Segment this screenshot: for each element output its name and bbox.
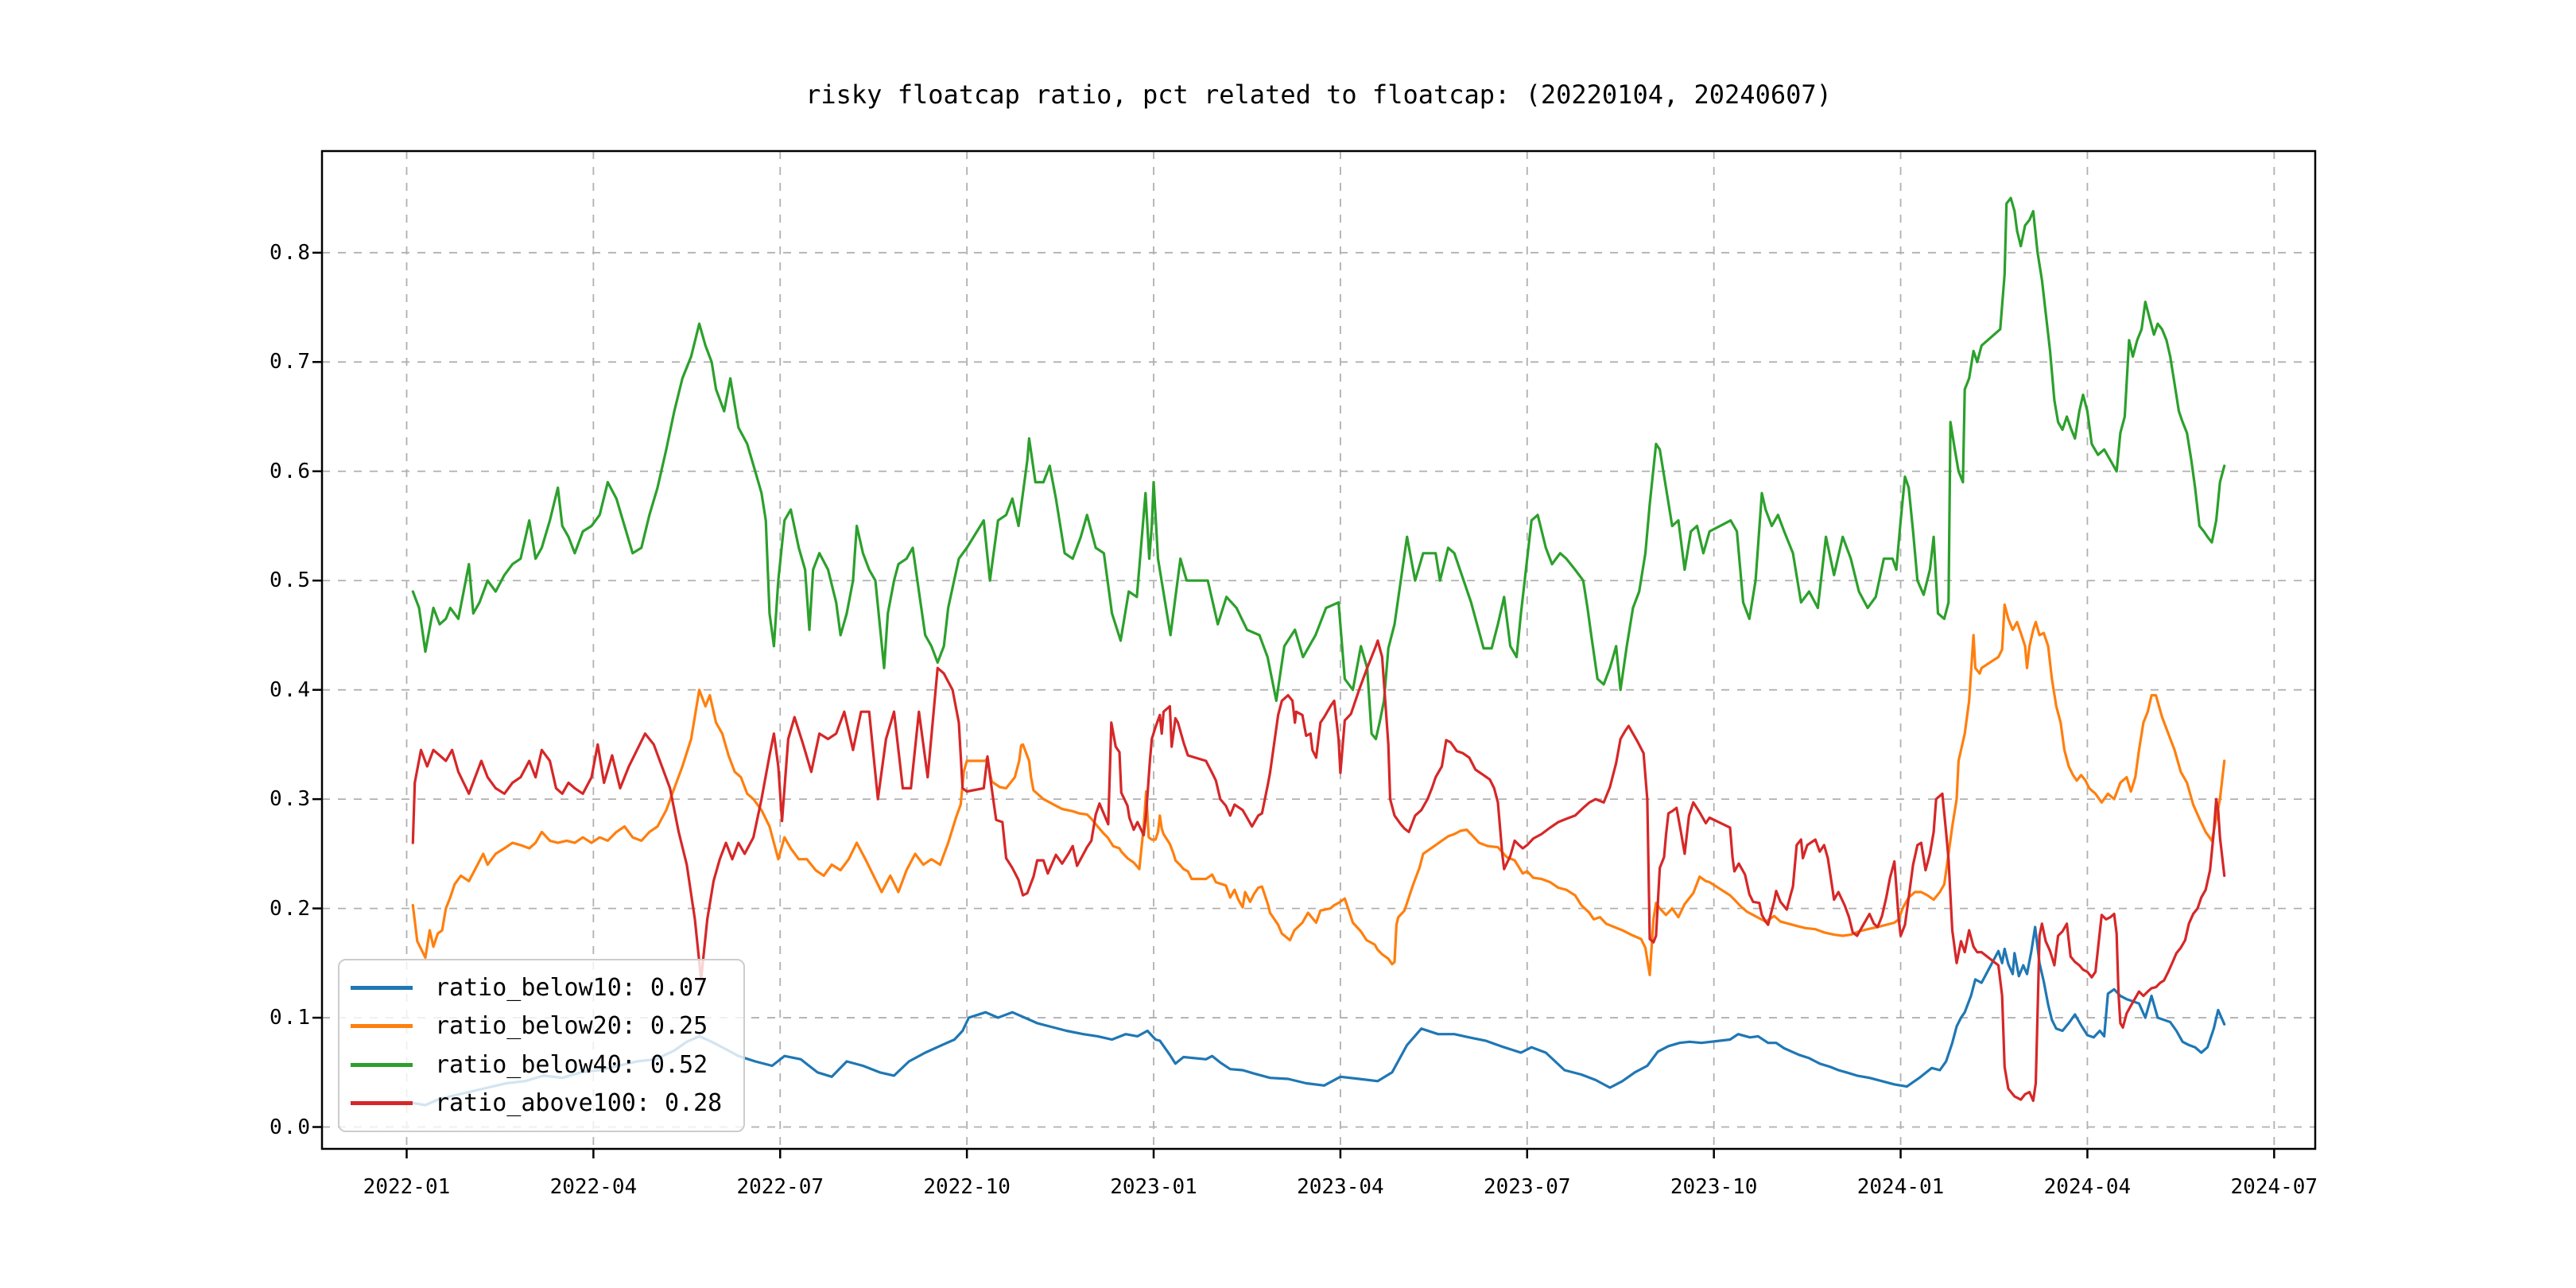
x-tick-label: 2022-10 xyxy=(923,1175,1011,1199)
x-tick-label: 2023-07 xyxy=(1483,1175,1571,1199)
y-tick-label: 0.3 xyxy=(270,787,312,812)
legend-entry-ratio_below10: ratio_below10: 0.07 xyxy=(339,969,743,1006)
x-tick-label: 2022-07 xyxy=(736,1175,824,1199)
legend-entry-ratio_below20: ratio_below20: 0.25 xyxy=(339,1008,743,1045)
legend-label: ratio_above100: 0.28 xyxy=(435,1089,723,1118)
series-line-ratio_below10 xyxy=(411,925,2226,1107)
legend-line-sample xyxy=(351,1062,413,1067)
y-tick-label: 0.7 xyxy=(270,350,312,374)
x-tick-label: 2023-10 xyxy=(1670,1175,1758,1199)
y-tick-label: 0.5 xyxy=(270,568,312,593)
series-line-ratio_above100 xyxy=(411,639,2226,1103)
legend-entry-ratio_above100: ratio_above100: 0.28 xyxy=(339,1085,743,1122)
x-tick-label: 2024-01 xyxy=(1856,1175,1945,1199)
x-tick-label: 2023-04 xyxy=(1297,1175,1384,1199)
y-tick-label: 0.0 xyxy=(270,1115,312,1139)
legend: ratio_below10: 0.07 ratio_below20: 0.25 ra… xyxy=(338,959,745,1132)
chart-title: risky floatcap ratio, pct related to flo… xyxy=(805,80,1832,110)
y-tick-label: 0.4 xyxy=(270,677,312,702)
legend-label: ratio_below40: 0.52 xyxy=(435,1050,708,1079)
series-line-ratio_below40 xyxy=(411,196,2226,741)
legend-line-sample xyxy=(351,1101,413,1106)
x-tick-label: 2023-01 xyxy=(1110,1175,1197,1199)
y-tick-label: 0.1 xyxy=(270,1006,312,1030)
legend-line-sample xyxy=(351,1024,413,1029)
legend-label: ratio_below10: 0.07 xyxy=(435,973,708,1002)
legend-entry-ratio_below40: ratio_below40: 0.52 xyxy=(339,1046,743,1083)
y-tick-label: 0.2 xyxy=(270,896,312,921)
y-tick-label: 0.8 xyxy=(270,240,312,265)
legend-line-sample xyxy=(351,985,413,990)
y-tick-label: 0.6 xyxy=(270,459,312,483)
legend-label: ratio_below20: 0.25 xyxy=(435,1012,708,1041)
x-tick-label: 2022-04 xyxy=(549,1175,638,1199)
axes-spines xyxy=(320,149,2317,1150)
x-tick-label: 2024-04 xyxy=(2043,1175,2132,1199)
x-tick-label: 2024-07 xyxy=(2230,1175,2318,1199)
series-line-ratio_below20 xyxy=(411,603,2226,977)
x-tick-label: 2022-01 xyxy=(363,1175,451,1199)
